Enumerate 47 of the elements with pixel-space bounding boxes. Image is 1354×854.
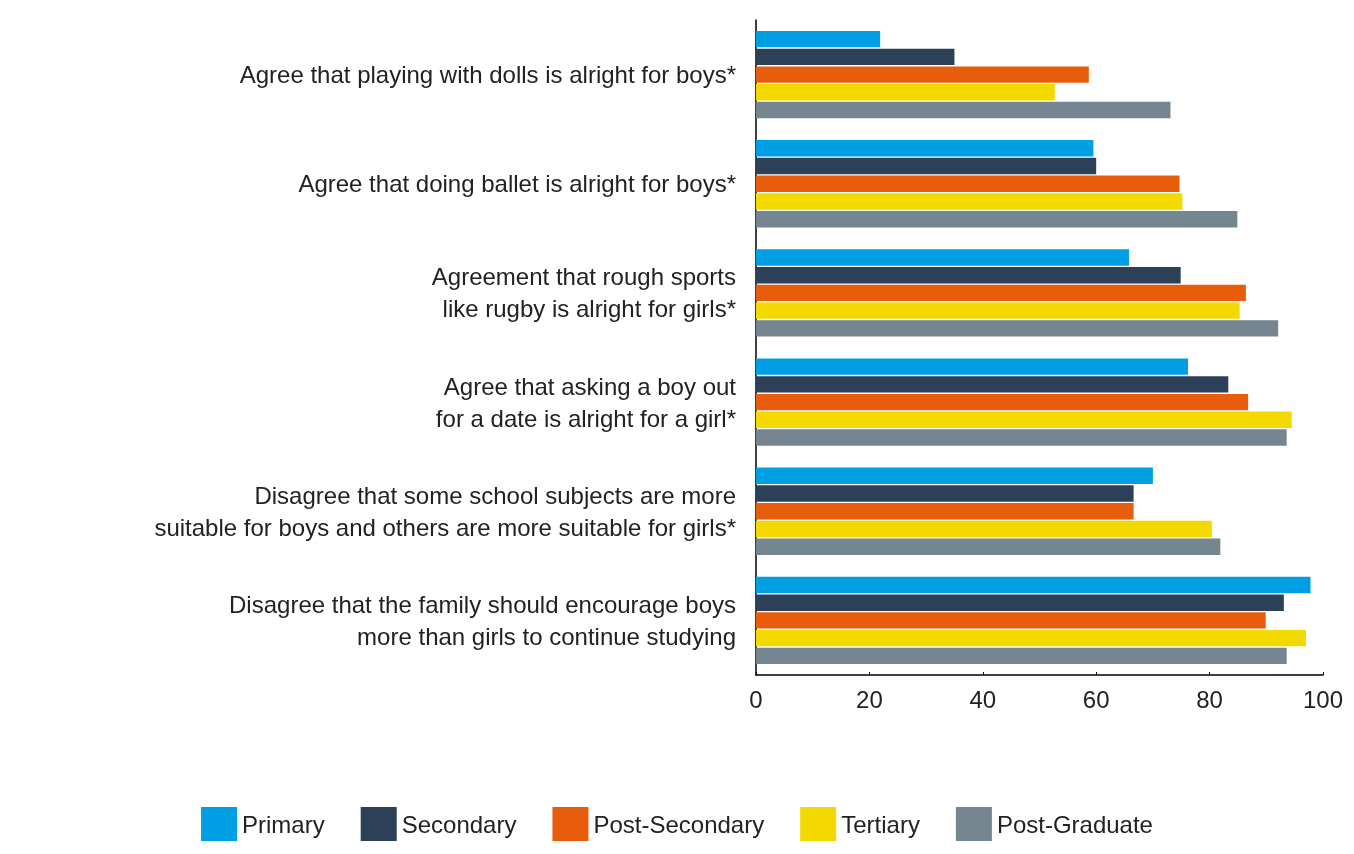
bar — [756, 193, 1183, 210]
y-tick-label: Agree that playing with dolls is alright for boys* — [239, 61, 736, 89]
x-tick-label: 0 — [749, 685, 763, 713]
bar — [756, 485, 1134, 502]
bar — [756, 503, 1134, 520]
bar — [756, 538, 1221, 555]
bar — [756, 594, 1284, 611]
bar — [756, 376, 1229, 393]
bar — [756, 302, 1240, 319]
y-tick-label: Disagree that some school subjects are more suitable for boys and others are more suitable for girls* — [154, 481, 736, 541]
bar — [756, 612, 1266, 629]
legend-label: Tertiary — [841, 810, 920, 838]
bar — [756, 393, 1249, 411]
x-tick-label: 100 — [1302, 685, 1343, 713]
x-tick-label: 80 — [1196, 685, 1223, 713]
y-tick-label: Agree that doing ballet is alright for boys* — [298, 170, 736, 198]
bar — [756, 84, 1055, 101]
legend-label: Secondary — [401, 810, 517, 838]
bar — [756, 520, 1212, 538]
x-tick-label: 60 — [1082, 685, 1110, 713]
y-tick-label: Agreement that rough sports like rugby is alright for girls* — [431, 263, 736, 323]
bar — [756, 48, 955, 66]
x-tick-label: 40 — [969, 685, 997, 713]
bar — [756, 358, 1189, 375]
bar — [756, 175, 1180, 192]
legend-label: Post-Secondary — [593, 810, 765, 838]
bar — [756, 266, 1181, 284]
x-tick-label: 20 — [856, 685, 883, 713]
bar — [756, 30, 881, 48]
bar — [756, 411, 1292, 429]
bar — [756, 66, 1089, 83]
bar — [756, 647, 1287, 665]
bar — [756, 629, 1306, 647]
bar — [756, 157, 1097, 175]
bar — [756, 284, 1246, 302]
y-tick-label: Agree that asking a boy out for a date is alright for a girl* — [435, 372, 737, 432]
legend-label: Post-Graduate — [996, 810, 1153, 838]
legend-label: Primary — [242, 810, 325, 838]
bar — [756, 101, 1171, 119]
bar — [756, 320, 1279, 337]
bar — [756, 429, 1287, 446]
bar — [756, 249, 1130, 266]
bar — [756, 140, 1094, 157]
y-tick-label: Disagree that the family should encourage boys more than girls to continue studying — [229, 590, 736, 650]
bar — [756, 467, 1153, 484]
bar — [756, 576, 1311, 594]
bar — [756, 211, 1238, 228]
